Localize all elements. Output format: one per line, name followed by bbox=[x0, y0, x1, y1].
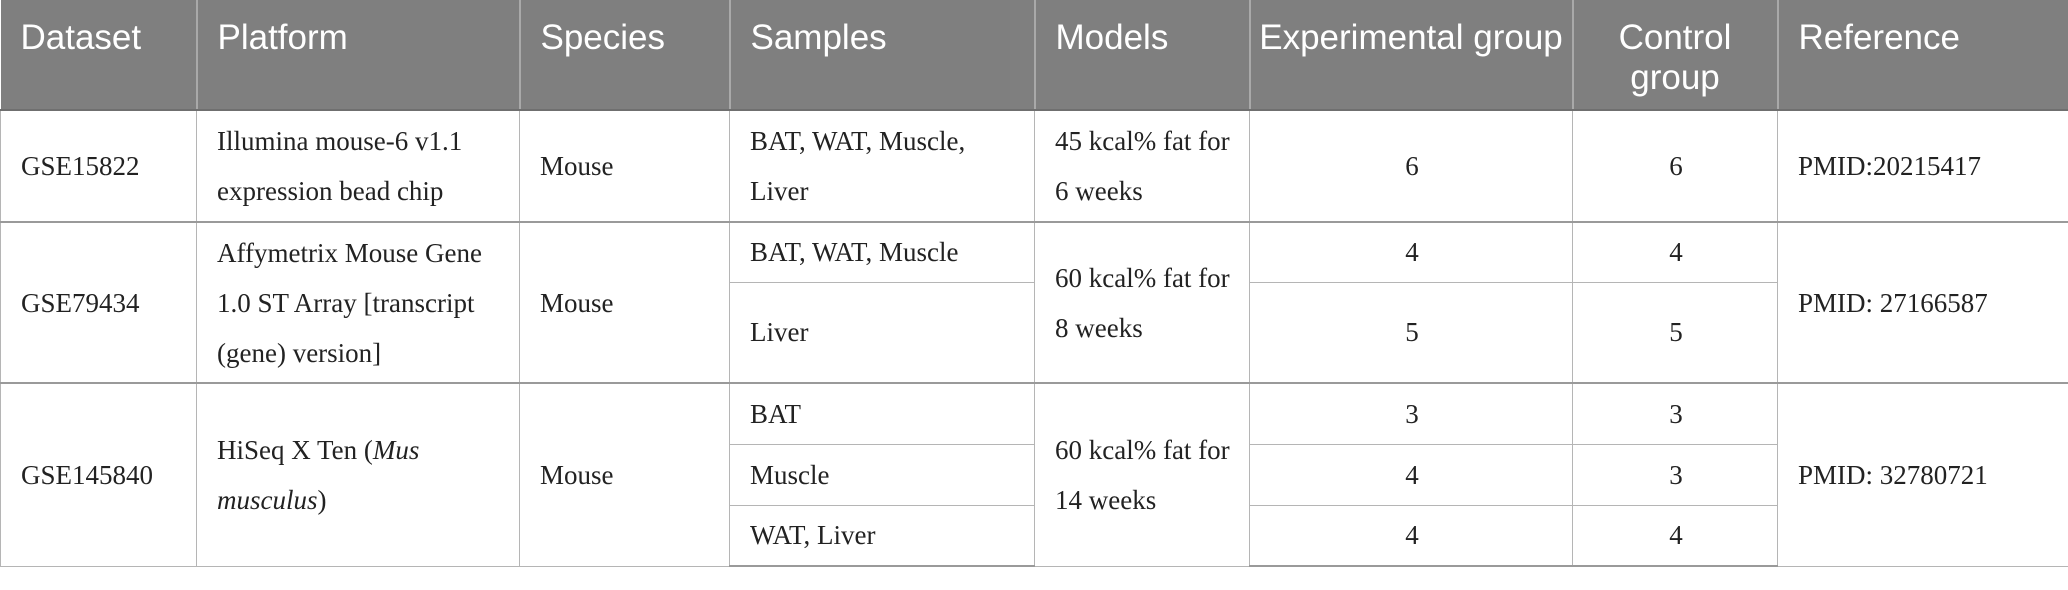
table-row: GSE79434 Affymetrix Mouse Gene 1.0 ST Ar… bbox=[0, 221, 2068, 384]
control-group-cell: 3 bbox=[1572, 382, 1778, 445]
control-group-cell: 3 bbox=[1572, 443, 1778, 506]
header-reference: Reference bbox=[1776, 0, 2068, 111]
species-cell: Mouse bbox=[519, 109, 730, 223]
experimental-group-cell: 4 bbox=[1249, 443, 1573, 506]
header-control-group: Control group bbox=[1571, 0, 1778, 111]
models-cell: 60 kcal% fat for 8 weeks bbox=[1034, 221, 1250, 384]
species-italic-text: Mus musculus bbox=[217, 434, 420, 515]
platform-cell: Illumina mouse-6 v1.1 expression bead ch… bbox=[196, 109, 520, 223]
header-platform: Platform bbox=[195, 0, 520, 111]
dataset-cell: GSE15822 bbox=[0, 109, 197, 223]
reference-cell: PMID: 27166587 bbox=[1777, 221, 2068, 384]
dataset-table: Dataset Platform Species Samples Models … bbox=[0, 0, 2068, 567]
species-cell: Mouse bbox=[519, 221, 730, 384]
samples-cell: BAT, WAT, Muscle bbox=[729, 221, 1035, 283]
experimental-group-cell: 4 bbox=[1249, 221, 1573, 283]
control-group-cell: 4 bbox=[1572, 504, 1778, 567]
models-cell: 60 kcal% fat for 14 weeks bbox=[1034, 382, 1250, 567]
platform-suffix-text: ) bbox=[317, 484, 327, 515]
samples-cell: Liver bbox=[729, 281, 1035, 384]
table-row: GSE145840 HiSeq X Ten (Mus musculus) Mou… bbox=[0, 382, 2068, 567]
header-species: Species bbox=[518, 0, 730, 111]
experimental-group-cell: 6 bbox=[1249, 109, 1573, 223]
header-experimental-group: Experimental group bbox=[1248, 0, 1573, 111]
platform-cell: Affymetrix Mouse Gene 1.0 ST Array [tran… bbox=[196, 221, 520, 384]
models-cell: 45 kcal% fat for 6 weeks bbox=[1034, 109, 1250, 223]
header-samples: Samples bbox=[728, 0, 1035, 111]
samples-cell: WAT, Liver bbox=[729, 504, 1035, 567]
samples-cell: BAT, WAT, Muscle, Liver bbox=[729, 109, 1035, 223]
table-row: Liver 5 5 bbox=[1, 281, 2068, 384]
header-models: Models bbox=[1033, 0, 1250, 111]
header-dataset: Dataset bbox=[0, 0, 197, 111]
reference-cell: PMID: 32780721 bbox=[1777, 382, 2068, 567]
table-row: Muscle 4 3 bbox=[1, 443, 2068, 506]
table-row: WAT, Liver 4 4 bbox=[1, 504, 2068, 567]
platform-text: HiSeq X Ten ( bbox=[217, 434, 373, 465]
dataset-cell: GSE79434 bbox=[0, 221, 197, 384]
reference-cell: PMID:20215417 bbox=[1777, 109, 2068, 223]
control-group-cell: 4 bbox=[1572, 221, 1778, 283]
experimental-group-cell: 5 bbox=[1249, 281, 1573, 384]
dataset-table-container: Dataset Platform Species Samples Models … bbox=[0, 0, 2068, 567]
experimental-group-cell: 3 bbox=[1249, 382, 1573, 445]
control-group-cell: 6 bbox=[1572, 109, 1778, 223]
species-cell: Mouse bbox=[519, 382, 730, 567]
dataset-cell: GSE145840 bbox=[0, 382, 197, 567]
header-row: Dataset Platform Species Samples Models … bbox=[0, 0, 2068, 111]
samples-cell: Muscle bbox=[729, 443, 1035, 506]
control-group-cell: 5 bbox=[1572, 281, 1778, 384]
platform-cell: HiSeq X Ten (Mus musculus) bbox=[196, 382, 520, 567]
table-row: GSE15822 Illumina mouse-6 v1.1 expressio… bbox=[0, 109, 2068, 223]
samples-cell: BAT bbox=[729, 382, 1035, 445]
experimental-group-cell: 4 bbox=[1249, 504, 1573, 567]
